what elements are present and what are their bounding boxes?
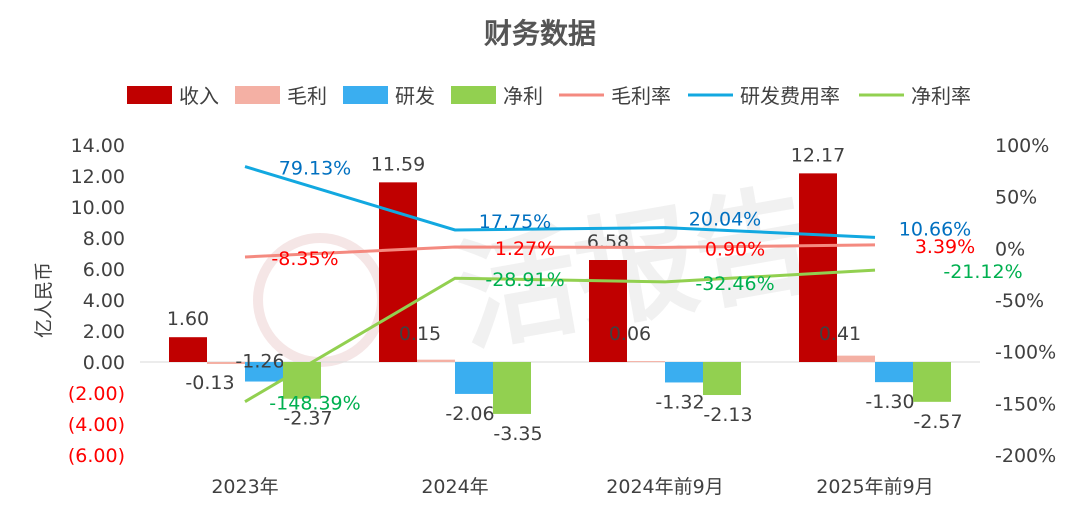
bar-研发 <box>245 362 283 382</box>
line-label-净利率: -28.91% <box>485 269 564 291</box>
bar-label-毛利: -0.13 <box>185 372 234 394</box>
bar-毛利 <box>207 362 245 365</box>
bar-收入 <box>799 173 837 362</box>
bar-毛利 <box>417 359 455 362</box>
bar-label-收入: 11.59 <box>371 153 425 175</box>
legend-label-毛利: 毛利 <box>287 84 327 108</box>
bar-净利 <box>493 362 531 414</box>
legend-swatch-研发 <box>343 86 388 104</box>
bar-研发 <box>875 362 913 383</box>
y2-tick-label: -200% <box>995 445 1056 467</box>
y2-tick-label: -50% <box>995 290 1044 312</box>
y2-tick-label: -150% <box>995 393 1056 415</box>
y-tick-label: 6.00 <box>83 259 125 281</box>
bar-label-毛利: 0.06 <box>609 323 651 345</box>
legend-label-研发费用率: 研发费用率 <box>740 84 840 108</box>
bar-label-研发: -1.32 <box>655 391 704 413</box>
bar-净利 <box>913 362 951 402</box>
legend-swatch-毛利 <box>235 86 280 104</box>
y2-tick-label: 50% <box>995 187 1037 209</box>
x-tick-label: 2024年 <box>421 476 488 498</box>
legend-label-净利: 净利 <box>503 84 543 108</box>
chart-title: 财务数据 <box>483 17 596 50</box>
y-tick-label: 10.00 <box>71 197 125 219</box>
line-label-净利率: -32.46% <box>695 273 774 295</box>
line-label-毛利率: -8.35% <box>271 248 338 270</box>
bar-label-净利: -3.35 <box>493 423 542 445</box>
line-label-毛利率: 3.39% <box>915 236 975 258</box>
line-研发费用率 <box>244 165 876 239</box>
line-毛利率 <box>244 243 876 259</box>
bar-label-毛利: 0.15 <box>399 323 441 345</box>
line-label-净利率: -148.39% <box>269 393 360 415</box>
line-净利率 <box>244 268 876 403</box>
bar-毛利 <box>837 355 875 362</box>
legend-label-收入: 收入 <box>179 84 219 108</box>
line-label-研发费用率: 17.75% <box>479 211 551 233</box>
bar-研发 <box>455 362 493 394</box>
y2-tick-label: 100% <box>995 135 1049 157</box>
legend-swatch-净利 <box>451 86 496 104</box>
bar-label-研发: -2.06 <box>445 403 494 425</box>
bar-收入 <box>169 337 207 362</box>
x-tick-label: 2025年前9月 <box>816 476 933 498</box>
legend-label-研发: 研发 <box>395 84 435 108</box>
legend-swatch-收入 <box>127 86 172 104</box>
bar-label-净利: -2.57 <box>913 411 962 433</box>
bar-研发 <box>665 362 703 383</box>
y-tick-label: (4.00) <box>68 414 125 436</box>
legend-label-净利率: 净利率 <box>911 84 971 108</box>
bar-label-研发: -1.26 <box>235 351 284 373</box>
y-tick-label: 8.00 <box>83 228 125 250</box>
bar-label-毛利: 0.41 <box>819 323 861 345</box>
legend-label-毛利率: 毛利率 <box>611 84 671 108</box>
bar-净利 <box>703 362 741 396</box>
bar-label-净利: -2.37 <box>283 408 332 430</box>
bar-label-收入: 6.58 <box>587 231 629 253</box>
bar-label-净利: -2.13 <box>703 404 752 426</box>
x-tick-label: 2023年 <box>211 476 278 498</box>
line-label-研发费用率: 79.13% <box>279 158 351 180</box>
bar-label-研发: -1.30 <box>865 391 914 413</box>
y-tick-label: 12.00 <box>71 166 125 188</box>
y-tick-label: (2.00) <box>68 383 125 405</box>
y2-tick-label: -100% <box>995 342 1056 364</box>
bar-label-收入: 1.60 <box>167 308 209 330</box>
y2-tick-label: 0% <box>995 238 1025 260</box>
y-tick-label: 0.00 <box>83 352 125 374</box>
line-label-毛利率: 1.27% <box>495 238 555 260</box>
y-tick-label: 14.00 <box>71 135 125 157</box>
line-label-研发费用率: 20.04% <box>689 209 761 231</box>
y-tick-label: 4.00 <box>83 290 125 312</box>
y-tick-label: 2.00 <box>83 321 125 343</box>
line-label-毛利率: 0.90% <box>705 238 765 260</box>
bar-毛利 <box>627 361 665 363</box>
y-tick-label: (6.00) <box>68 445 125 467</box>
bar-收入 <box>589 260 627 362</box>
bar-label-收入: 12.17 <box>791 144 845 166</box>
y-axis-label: 亿人民币 <box>33 262 55 338</box>
line-label-研发费用率: 10.66% <box>899 218 971 240</box>
line-label-净利率: -21.12% <box>943 261 1022 283</box>
x-tick-label: 2024年前9月 <box>606 476 723 498</box>
